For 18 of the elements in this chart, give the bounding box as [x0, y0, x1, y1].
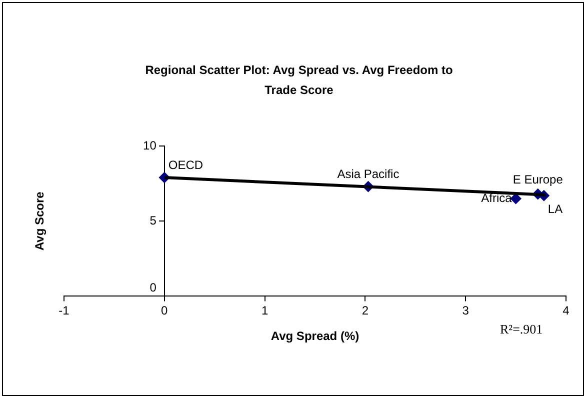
x-tick-label: -1 [58, 304, 70, 318]
annotation: OECD [168, 158, 204, 172]
x-tick-label: 2 [362, 304, 369, 318]
x-tick-label: 0 [161, 304, 168, 318]
x-tick-label: 1 [261, 304, 268, 318]
annotation: Asia Pacific [337, 166, 400, 181]
y-tick-label: 10 [143, 138, 157, 152]
y-axis-title: Avg Score [32, 191, 46, 251]
annotation: Africa [481, 190, 512, 205]
annotation: LA [548, 202, 563, 216]
x-tick-label: 3 [462, 304, 470, 318]
y-tick-label: 0 [150, 280, 157, 295]
annotation: E Europe [512, 172, 564, 186]
chart-title: Regional Scatter Plot: Avg Spread vs. Avg Freedom to Trade Score [144, 62, 454, 99]
x-axis-title: Avg Spread (%) [270, 329, 360, 344]
y-tick-label: 5 [150, 213, 157, 228]
text: R²=.901 [500, 321, 543, 336]
x-tick-label: 4 [562, 304, 570, 318]
